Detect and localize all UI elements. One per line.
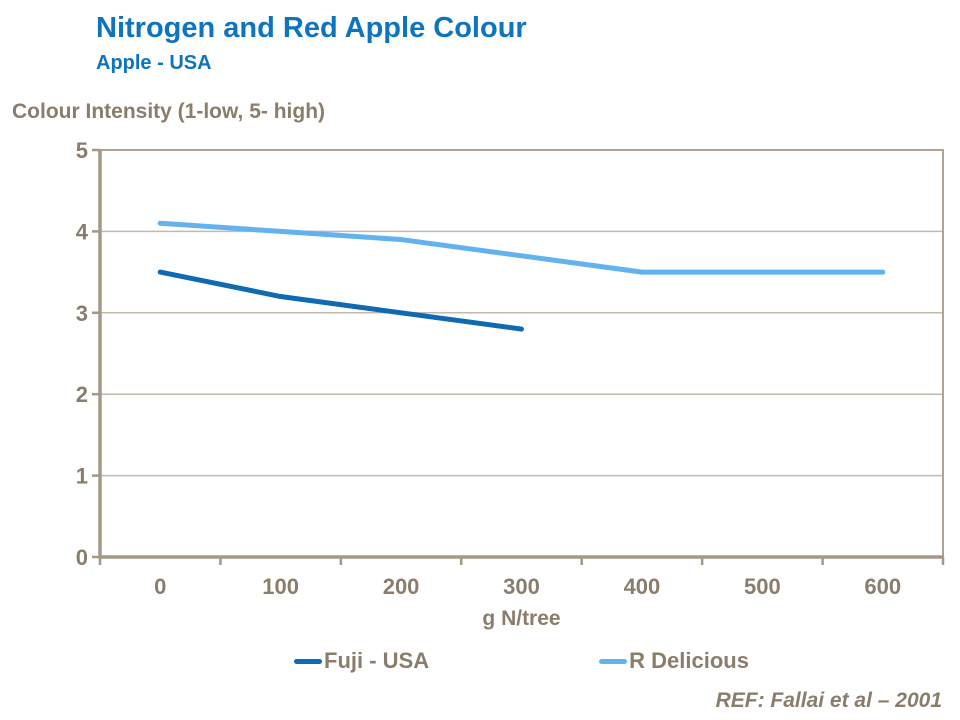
x-tick-label: 200: [383, 574, 420, 599]
y-tick-label: 1: [76, 464, 88, 489]
legend-label: Fuji - USA: [324, 648, 430, 673]
series-line-r-delicious: [157, 220, 886, 275]
y-axis-title: Colour Intensity (1-low, 5- high): [12, 100, 326, 123]
x-axis-title: g N/tree: [482, 607, 561, 630]
x-tick-label: 0: [154, 574, 166, 599]
chart-title: Nitrogen and Red Apple Colour: [96, 12, 527, 44]
legend-marker-r-delicious: [599, 658, 628, 664]
series-line-fuji-usa: [157, 269, 524, 332]
legend-item-fuji-usa: Fuji - USA: [294, 648, 429, 674]
chart-legend: Fuji - USA R Delicious: [100, 648, 943, 674]
x-tick-label: 400: [624, 574, 661, 599]
x-tick-label: 600: [864, 574, 901, 599]
y-tick-label: 3: [76, 301, 88, 326]
chart-subtitle: Apple - USA: [96, 52, 212, 74]
x-tick-label: 300: [503, 574, 540, 599]
y-tick-label: 0: [76, 545, 88, 570]
y-tick-label: 5: [76, 138, 88, 163]
reference-note: REF: Fallai et al – 2001: [715, 689, 942, 712]
x-tick-label: 100: [262, 574, 299, 599]
legend-marker-fuji-usa: [294, 658, 323, 664]
legend-item-r-delicious: R Delicious: [599, 648, 749, 674]
y-tick-label: 2: [76, 382, 88, 407]
x-tick-label: 500: [744, 574, 781, 599]
legend-label: R Delicious: [629, 648, 749, 673]
plot-border: [99, 149, 944, 558]
y-tick-label: 4: [76, 219, 89, 244]
